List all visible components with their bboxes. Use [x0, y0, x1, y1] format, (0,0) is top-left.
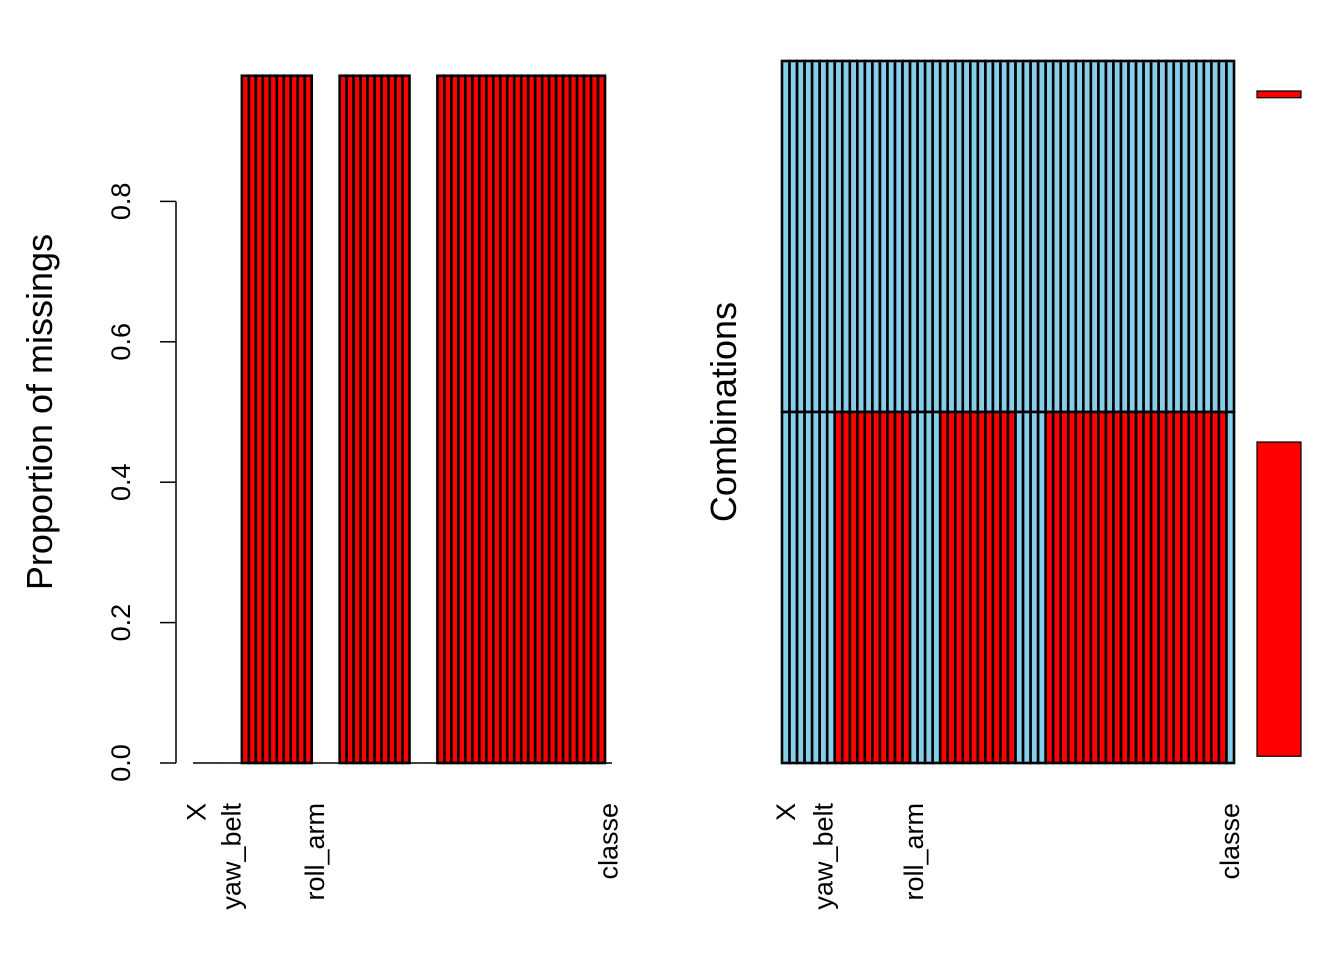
bar-y-tick-label-0: 0.0 — [106, 744, 136, 782]
combination-proportion-bar-1 — [1256, 90, 1302, 99]
combination-proportion-bars — [1256, 90, 1302, 757]
heatmap-x-tick-label-3: classe — [1215, 803, 1245, 880]
bar-y-tick-label-4: 0.8 — [106, 183, 136, 221]
bar-variable-59 — [596, 74, 607, 765]
heatmap-x-tick-label-0: X — [771, 803, 801, 821]
heatmap-cell-row2-var60 — [1225, 410, 1236, 765]
bar-x-tick-label-3: classe — [594, 803, 624, 880]
bar-y-tick-label-2: 0.4 — [106, 463, 136, 501]
bar-y-tick-label-1: 0.2 — [106, 604, 136, 642]
bar-y-ticks: 0.0 0.2 0.4 0.6 0.8 — [106, 183, 176, 782]
bar-variable-31 — [401, 74, 411, 765]
heatmap-y-axis-label: Combinations — [703, 302, 744, 522]
heatmap-cell-row1-var60 — [1225, 59, 1236, 414]
bar-x-tick-label-2: roll_arm — [300, 803, 330, 901]
bar-y-tick-label-3: 0.6 — [106, 323, 136, 361]
heatmap-x-tick-label-2: roll_arm — [899, 803, 929, 901]
bar-x-tick-label-1: yaw_belt — [216, 803, 246, 910]
bar-variable-17 — [303, 74, 314, 765]
bar-y-axis-label: Proportion of missings — [19, 234, 60, 590]
heatmap-x-tick-label-1: yaw_belt — [808, 803, 838, 910]
bar-cells — [193, 74, 612, 765]
combination-proportion-bar-2 — [1256, 441, 1302, 757]
bar-x-tick-label-0: X — [181, 803, 211, 821]
